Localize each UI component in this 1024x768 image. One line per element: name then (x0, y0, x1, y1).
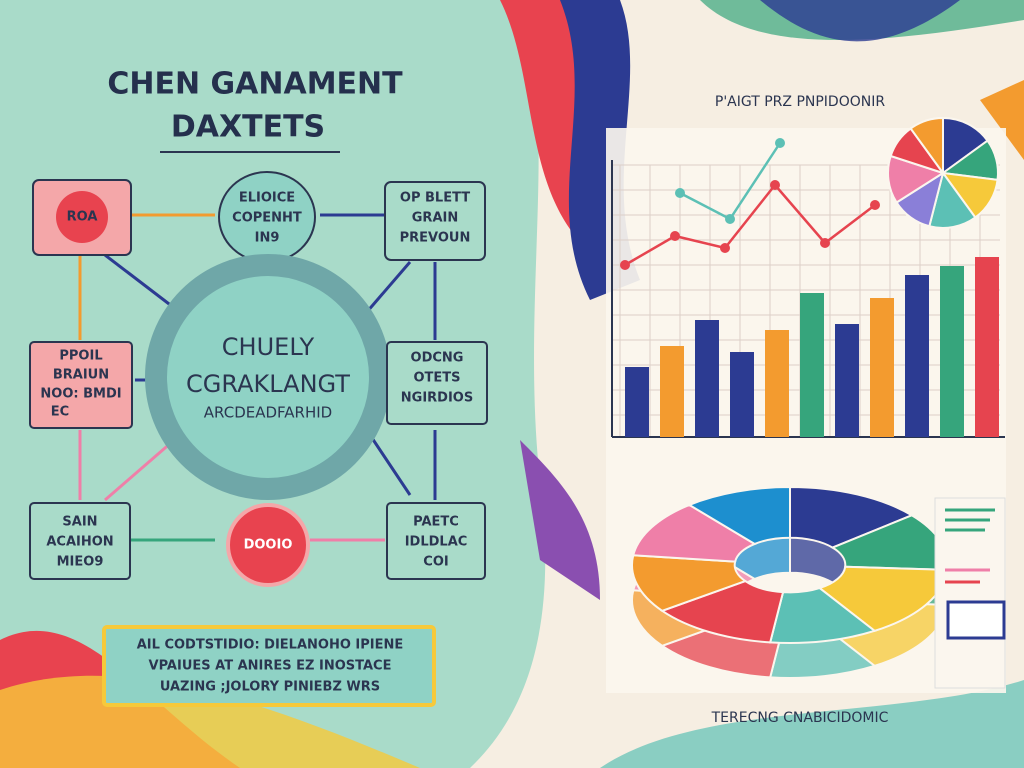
dashboard-caption: TERECNG CNABICIDOMIC (711, 710, 889, 726)
node-label: PAETC (413, 515, 459, 530)
bar (905, 275, 929, 437)
donut-slice (631, 503, 757, 563)
bar (695, 320, 719, 437)
bar (730, 352, 754, 437)
subtitle: DAXTETS (171, 110, 325, 145)
bar (660, 346, 684, 437)
node-label: PPOIL (59, 349, 102, 364)
bar (870, 298, 894, 437)
hub-label: ARCDEADFARHID (204, 404, 332, 422)
node-label: BRAIUN (53, 368, 109, 383)
node-label: PREVOUN (400, 231, 471, 246)
node-box (386, 341, 488, 425)
node-label: IDLDLAC (405, 535, 468, 550)
node-label: ELIOICE (239, 191, 295, 206)
node-label: ACAIHON (46, 535, 113, 550)
legend-chip (946, 600, 1006, 640)
background-blob (760, 0, 960, 42)
node-label: ROA (67, 210, 98, 225)
line-point (720, 243, 730, 253)
dashboard-title: P'AIGT PRZ PNPIDOONIR (715, 94, 885, 110)
hub-label: CHUELY (222, 333, 315, 361)
node-circle (226, 503, 310, 587)
bar (765, 330, 789, 437)
node-box (384, 181, 486, 261)
line-series (624, 183, 876, 267)
line-point (675, 188, 685, 198)
note-line: AIL CODTSTIDIO: DIELANOHO IPIENE (137, 638, 404, 653)
note-line: VPAIUES AT ANIRES EZ INOSTACE (149, 659, 392, 674)
node-label: GRAIN (412, 211, 458, 226)
donut-slice (631, 554, 748, 612)
note-box (102, 625, 436, 707)
hub-label: CGRAKLANGT (186, 370, 350, 398)
title: CHEN GANAMENT (107, 67, 403, 102)
legend-card (934, 497, 1006, 689)
node-label: DOOIO (244, 538, 293, 553)
node-label: NOO: BMDI (40, 387, 121, 402)
bar (625, 367, 649, 437)
node-box (29, 341, 133, 429)
line-point (775, 138, 785, 148)
node-label: EC (51, 405, 69, 420)
donut-slice (768, 586, 877, 645)
line-point (670, 231, 680, 241)
node-label: COI (423, 555, 448, 570)
line-point (820, 238, 830, 248)
node-circle (56, 191, 108, 243)
node-label: SAIN (62, 515, 97, 530)
line-point (770, 180, 780, 190)
bar (975, 257, 999, 437)
line-point (620, 260, 630, 270)
note-line: UAZING ;JOLORY PINIEBZ WRS (160, 680, 380, 695)
node-box (29, 502, 131, 580)
background-blob (520, 440, 600, 600)
pie-slice (942, 116, 989, 175)
node-label: OTETS (413, 371, 460, 386)
bar (835, 324, 859, 437)
background-blob (600, 680, 1024, 768)
node-label: NGIRDIOS (401, 391, 473, 406)
node-box (386, 502, 486, 580)
node-label: IN9 (255, 231, 280, 246)
line-point (870, 200, 880, 210)
bar (940, 266, 964, 437)
node-label: OP BLETT (400, 191, 470, 206)
node-label: ODCNG (411, 351, 464, 366)
node-label: COPENHT (232, 211, 302, 226)
node-label: MIEO9 (57, 555, 104, 570)
legend-lines (945, 508, 995, 584)
donut-slice (789, 485, 914, 549)
background-blob (980, 80, 1024, 160)
donut-slice (687, 485, 791, 546)
pie-slice (909, 116, 944, 177)
line-point (725, 214, 735, 224)
donut-slice (659, 579, 785, 644)
center-hub (145, 254, 391, 500)
bar (800, 293, 824, 437)
